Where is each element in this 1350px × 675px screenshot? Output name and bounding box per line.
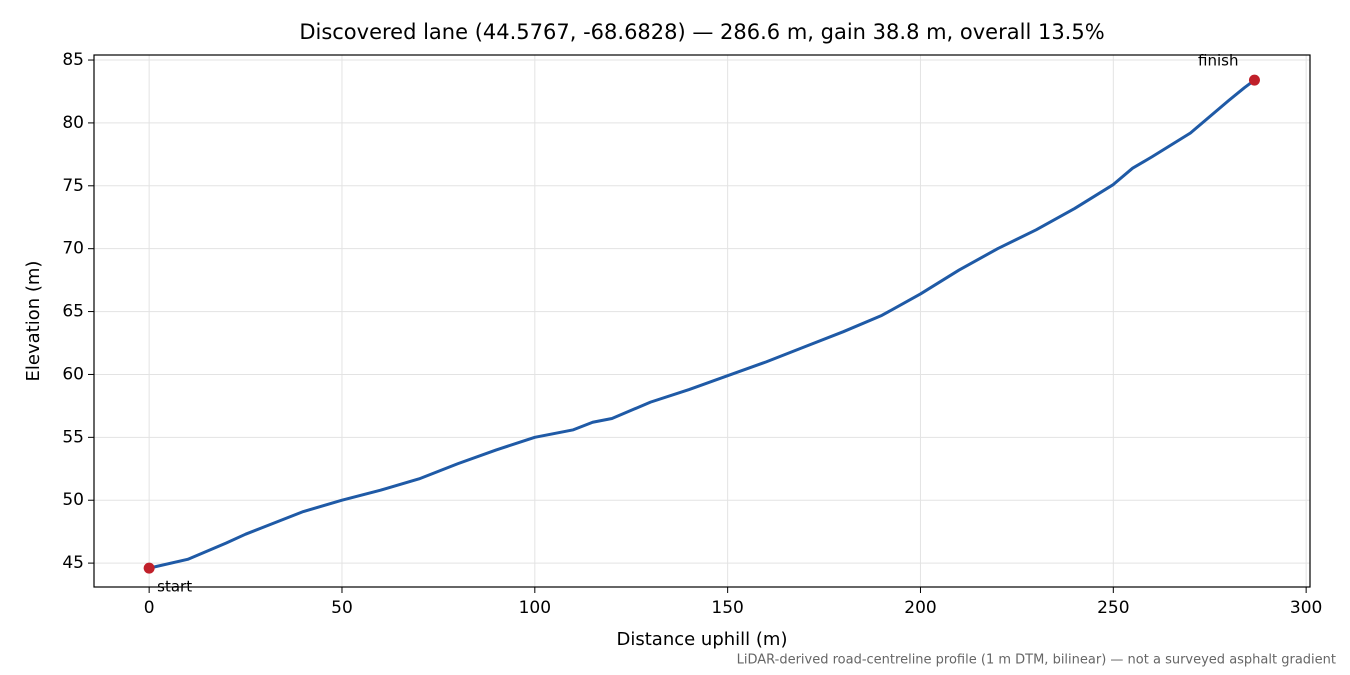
x-axis-label: Distance uphill (m) bbox=[617, 629, 788, 650]
footnote: LiDAR-derived road-centreline profile (1… bbox=[737, 653, 1336, 668]
x-tick-label: 50 bbox=[331, 598, 353, 618]
endpoint-marker bbox=[143, 562, 155, 574]
y-tick-label: 65 bbox=[62, 302, 84, 322]
x-tick-label: 100 bbox=[519, 598, 551, 618]
x-tick-label: 250 bbox=[1097, 598, 1129, 618]
profile-line bbox=[148, 78, 1256, 570]
x-tick-label: 200 bbox=[904, 598, 936, 618]
x-tick-label: 300 bbox=[1290, 598, 1322, 618]
endpoint-label: start bbox=[157, 578, 192, 596]
plot-frame bbox=[93, 54, 1311, 588]
y-tick-label: 70 bbox=[62, 239, 84, 259]
y-tick-label: 50 bbox=[62, 490, 84, 510]
y-tick-label: 80 bbox=[62, 113, 84, 133]
x-tick-label: 150 bbox=[711, 598, 743, 618]
chart-title: Discovered lane (44.5767, -68.6828) — 28… bbox=[299, 20, 1104, 44]
y-tick-label: 75 bbox=[62, 176, 84, 196]
y-axis-label: Elevation (m) bbox=[23, 261, 44, 382]
endpoint-label: finish bbox=[1198, 52, 1238, 70]
y-tick-label: 60 bbox=[62, 364, 84, 384]
y-tick-label: 55 bbox=[62, 427, 84, 447]
y-tick-label: 85 bbox=[62, 50, 84, 70]
endpoint-marker bbox=[1248, 74, 1260, 86]
x-tick-label: 0 bbox=[144, 598, 155, 618]
y-tick-label: 45 bbox=[62, 553, 84, 573]
